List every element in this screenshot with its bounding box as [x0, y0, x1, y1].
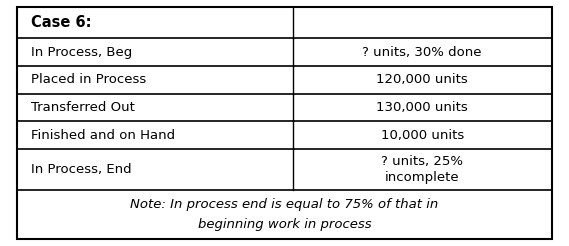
Text: Note: In process end is equal to 75% of that in: Note: In process end is equal to 75% of …: [130, 198, 439, 211]
Text: Finished and on Hand: Finished and on Hand: [31, 129, 175, 142]
Text: Transferred Out: Transferred Out: [31, 101, 135, 114]
Text: ? units, 25%: ? units, 25%: [381, 155, 463, 168]
Text: 130,000 units: 130,000 units: [376, 101, 468, 114]
Text: In Process, End: In Process, End: [31, 163, 132, 176]
Text: incomplete: incomplete: [385, 171, 460, 184]
Text: 10,000 units: 10,000 units: [381, 129, 464, 142]
Text: In Process, Beg: In Process, Beg: [31, 46, 133, 59]
Text: ? units, 30% done: ? units, 30% done: [362, 46, 482, 59]
Text: Placed in Process: Placed in Process: [31, 73, 147, 86]
Text: 120,000 units: 120,000 units: [376, 73, 468, 86]
Text: Case 6:: Case 6:: [31, 15, 92, 30]
Text: beginning work in process: beginning work in process: [197, 218, 372, 231]
